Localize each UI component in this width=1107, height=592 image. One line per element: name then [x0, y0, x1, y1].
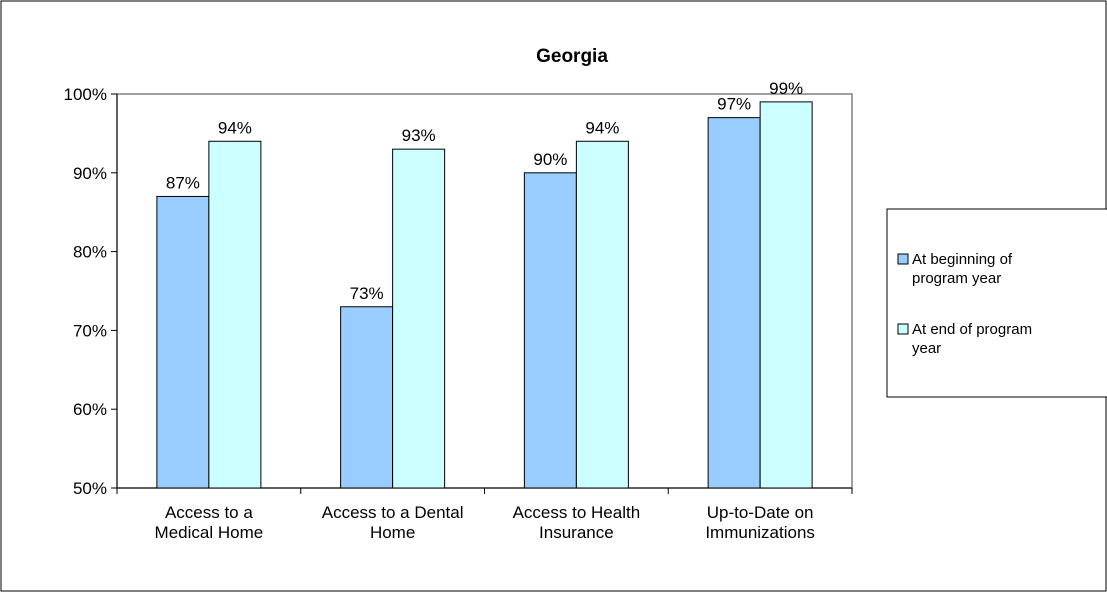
y-tick-label: 60%: [73, 400, 107, 419]
bar: [340, 306, 394, 489]
data-label: 90%: [533, 150, 567, 169]
data-label: 73%: [350, 284, 384, 303]
x-tick-label: Immunizations: [705, 523, 815, 542]
x-tick-label: Home: [370, 523, 415, 542]
bar: [759, 101, 813, 489]
bar: [523, 172, 577, 489]
bar: [156, 195, 210, 489]
bar: [392, 148, 446, 489]
data-label: 94%: [218, 118, 252, 137]
y-tick-label: 80%: [73, 243, 107, 262]
y-tick-label: 70%: [73, 321, 107, 340]
plot-area: 50% 60% 70% 80% 90% 100% 87% 94% Access to aMedi…: [64, 79, 853, 542]
data-label: 97%: [717, 95, 751, 114]
y-tick-label: 100%: [64, 85, 107, 104]
x-tick-label: Access to Health: [513, 503, 641, 522]
bar: [208, 140, 262, 489]
x-tick-label: Access to a Dental: [322, 503, 464, 522]
legend: At beginning of program year At end of pro…: [886, 208, 1107, 398]
x-tick-label: Medical Home: [155, 523, 264, 542]
bar: [707, 117, 761, 489]
y-tick-label: 50%: [73, 479, 107, 498]
legend-label: At beginning of: [912, 251, 1013, 268]
data-label: 99%: [769, 79, 803, 98]
legend-label: year: [912, 340, 941, 357]
data-label: 94%: [585, 118, 619, 137]
y-tick-label: 90%: [73, 164, 107, 183]
legend-label: At end of program: [912, 321, 1032, 338]
data-label: 87%: [166, 173, 200, 192]
legend-swatch: [897, 323, 909, 335]
x-tick-label: Insurance: [539, 523, 614, 542]
legend-label: program year: [912, 270, 1001, 287]
data-label: 93%: [402, 126, 436, 145]
legend-box: [886, 208, 1107, 398]
x-tick-label: Up-to-Date on: [707, 503, 814, 522]
x-tick-label: Access to a: [165, 503, 253, 522]
chart-title: Georgia: [536, 46, 608, 67]
bar: [575, 140, 629, 489]
legend-swatch: [897, 253, 909, 265]
